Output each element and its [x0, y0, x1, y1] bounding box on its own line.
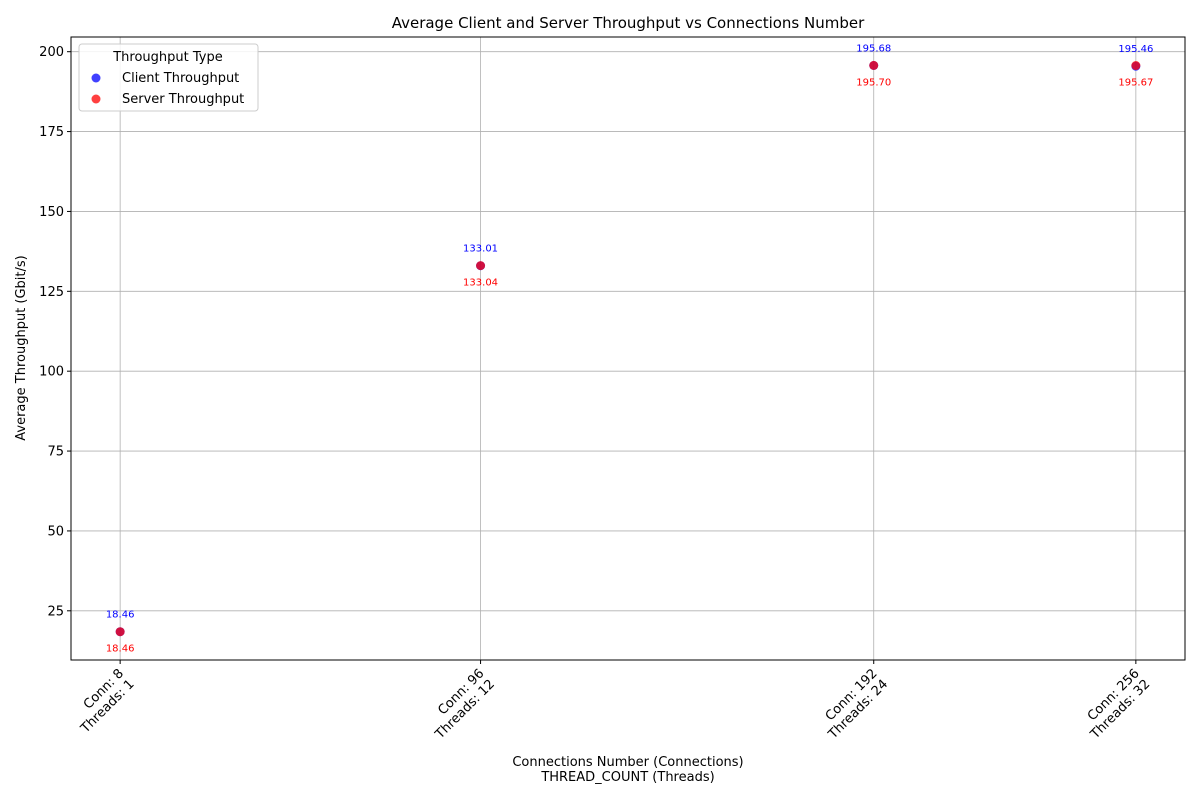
chart-title: Average Client and Server Throughput vs …	[392, 14, 865, 32]
legend-marker-client	[91, 73, 101, 83]
y-tick-label: 100	[39, 365, 64, 380]
client-value-label: 195.68	[856, 43, 891, 54]
x-tick-label: Conn: 192Threads: 24	[815, 666, 892, 743]
server-value-label: 133.04	[463, 278, 498, 289]
legend: Throughput Type Client Throughput Server…	[78, 43, 259, 112]
server-value-label: 195.70	[856, 77, 891, 88]
server-value-label: 195.67	[1118, 78, 1153, 89]
plot-frame	[70, 36, 1186, 661]
server-point	[476, 261, 486, 271]
client-value-label: 133.01	[463, 244, 498, 255]
legend-label-server: Server Throughput	[122, 92, 244, 107]
data-points	[115, 60, 1141, 637]
legend-title: Throughput Type	[112, 50, 223, 65]
server-value-label: 18.46	[106, 644, 135, 655]
grid	[71, 37, 1185, 660]
x-axis-label-line1: Connections Number (Connections)	[512, 755, 743, 770]
client-value-label: 195.46	[1118, 44, 1153, 55]
y-axis-ticks: 25 50 75 100 125 150 175 200	[39, 45, 71, 619]
y-tick-label: 125	[39, 285, 64, 300]
legend-marker-server	[91, 94, 101, 104]
legend-box	[78, 43, 259, 112]
y-tick-label: 150	[39, 205, 64, 220]
server-point	[869, 60, 879, 70]
y-tick-label: 75	[47, 445, 64, 460]
x-tick-label: Conn: 256Threads: 32	[1077, 666, 1154, 743]
x-axis-ticks: Conn: 8Threads: 1 Conn: 96Threads: 12 Conn…	[67, 660, 1154, 743]
client-value-label: 18.46	[106, 610, 135, 621]
x-tick-label: Conn: 96Threads: 12	[421, 666, 498, 743]
y-axis-label: Average Throughput (Gbit/s)	[14, 255, 29, 441]
server-point	[1131, 61, 1141, 71]
x-tick-label: Conn: 8Threads: 1	[67, 666, 138, 737]
y-tick-label: 25	[47, 604, 64, 619]
server-point	[115, 627, 125, 637]
legend-label-client: Client Throughput	[122, 71, 239, 86]
y-tick-label: 50	[47, 524, 64, 539]
x-axis-label-line2: THREAD_COUNT (Threads)	[540, 770, 714, 785]
data-labels: 18.46 133.01 195.68 195.46 18.46 133.04 195.70…	[106, 43, 1154, 654]
y-tick-label: 175	[39, 125, 64, 140]
y-tick-label: 200	[39, 45, 64, 60]
